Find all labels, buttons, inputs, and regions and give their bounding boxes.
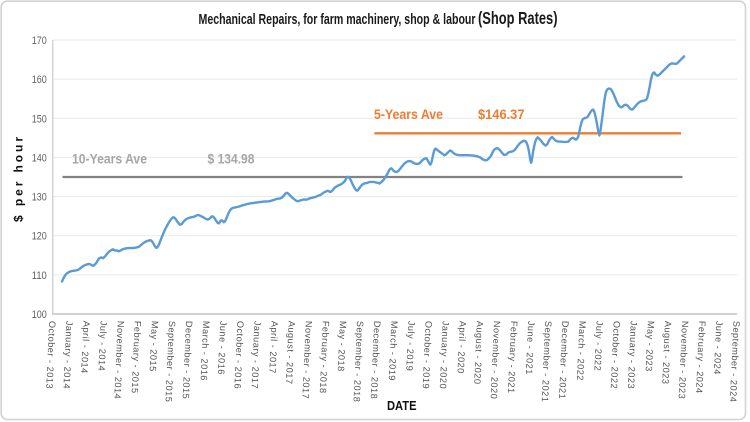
svg-text:130: 130 bbox=[32, 192, 47, 204]
svg-text:February - 2018: February - 2018 bbox=[318, 321, 331, 394]
svg-text:December - 2018: December - 2018 bbox=[369, 321, 382, 400]
svg-text:June - 2016: June - 2016 bbox=[216, 321, 228, 375]
svg-text:July - 2014: July - 2014 bbox=[96, 321, 108, 372]
svg-text:February - 2021: February - 2021 bbox=[506, 321, 519, 394]
svg-text:March - 2022: March - 2022 bbox=[575, 321, 588, 382]
svg-text:April - 2014: April - 2014 bbox=[79, 321, 91, 374]
svg-text:April - 2017: April - 2017 bbox=[267, 321, 279, 374]
svg-text:January - 2023: January - 2023 bbox=[626, 321, 639, 390]
svg-text:March - 2016: March - 2016 bbox=[199, 321, 212, 382]
svg-text:DATE: DATE bbox=[387, 399, 417, 413]
svg-text:January - 2014: January - 2014 bbox=[61, 321, 74, 390]
svg-text:February - 2015: February - 2015 bbox=[130, 321, 143, 394]
svg-text:Mechanical Repairs, for farm m: Mechanical Repairs, for farm machinery, … bbox=[199, 12, 476, 28]
svg-text:150: 150 bbox=[32, 113, 47, 125]
svg-text:April - 2020: April - 2020 bbox=[455, 321, 467, 374]
svg-text:$146.37: $146.37 bbox=[478, 107, 525, 122]
svg-text:June - 2024: June - 2024 bbox=[712, 321, 724, 375]
svg-text:100: 100 bbox=[32, 309, 47, 321]
svg-text:120: 120 bbox=[32, 231, 47, 243]
svg-text:November - 2020: November - 2020 bbox=[489, 321, 502, 400]
svg-text:November - 2017: November - 2017 bbox=[300, 321, 313, 400]
svg-text:October - 2019: October - 2019 bbox=[421, 321, 434, 390]
svg-text:110: 110 bbox=[32, 270, 47, 282]
svg-text:June - 2021: June - 2021 bbox=[524, 321, 536, 375]
svg-text:$ per hour: $ per hour bbox=[12, 137, 26, 222]
svg-text:January - 2020: January - 2020 bbox=[438, 321, 451, 390]
svg-text:July - 2019: July - 2019 bbox=[404, 321, 416, 372]
svg-text:September - 2024: September - 2024 bbox=[728, 321, 742, 403]
svg-text:August - 2017: August - 2017 bbox=[284, 321, 297, 385]
svg-text:May - 2018: May - 2018 bbox=[336, 321, 348, 372]
svg-text:October - 2022: October - 2022 bbox=[609, 321, 622, 390]
svg-text:November - 2023: November - 2023 bbox=[677, 321, 690, 400]
svg-text:May - 2023: May - 2023 bbox=[644, 321, 656, 372]
svg-text:October - 2016: October - 2016 bbox=[232, 321, 245, 390]
svg-text:January - 2017: January - 2017 bbox=[250, 321, 263, 390]
svg-text:October - 2013: October - 2013 bbox=[44, 321, 57, 390]
svg-text:5-Years Ave: 5-Years Ave bbox=[374, 107, 443, 122]
svg-text:10-Years Ave: 10-Years Ave bbox=[72, 152, 147, 167]
svg-text:March - 2019: March - 2019 bbox=[387, 321, 400, 382]
svg-text:November - 2014: November - 2014 bbox=[112, 321, 125, 400]
svg-text:September - 2015: September - 2015 bbox=[163, 321, 177, 403]
svg-text:September - 2021: September - 2021 bbox=[540, 321, 554, 403]
svg-text:August - 2020: August - 2020 bbox=[472, 321, 485, 385]
svg-text:July - 2022: July - 2022 bbox=[592, 321, 604, 372]
svg-text:August - 2023: August - 2023 bbox=[660, 321, 673, 385]
svg-text:September - 2018: September - 2018 bbox=[352, 321, 366, 403]
svg-text:140: 140 bbox=[32, 152, 47, 164]
svg-text:May - 2015: May - 2015 bbox=[148, 321, 160, 372]
svg-text:170: 170 bbox=[32, 35, 47, 47]
svg-text:February - 2024: February - 2024 bbox=[694, 321, 707, 394]
svg-text:December - 2015: December - 2015 bbox=[181, 321, 194, 400]
svg-text:(Shop Rates): (Shop Rates) bbox=[478, 8, 558, 28]
svg-text:160: 160 bbox=[32, 74, 47, 86]
svg-text:December - 2021: December - 2021 bbox=[557, 321, 570, 400]
svg-text:$ 134.98: $ 134.98 bbox=[208, 152, 255, 167]
